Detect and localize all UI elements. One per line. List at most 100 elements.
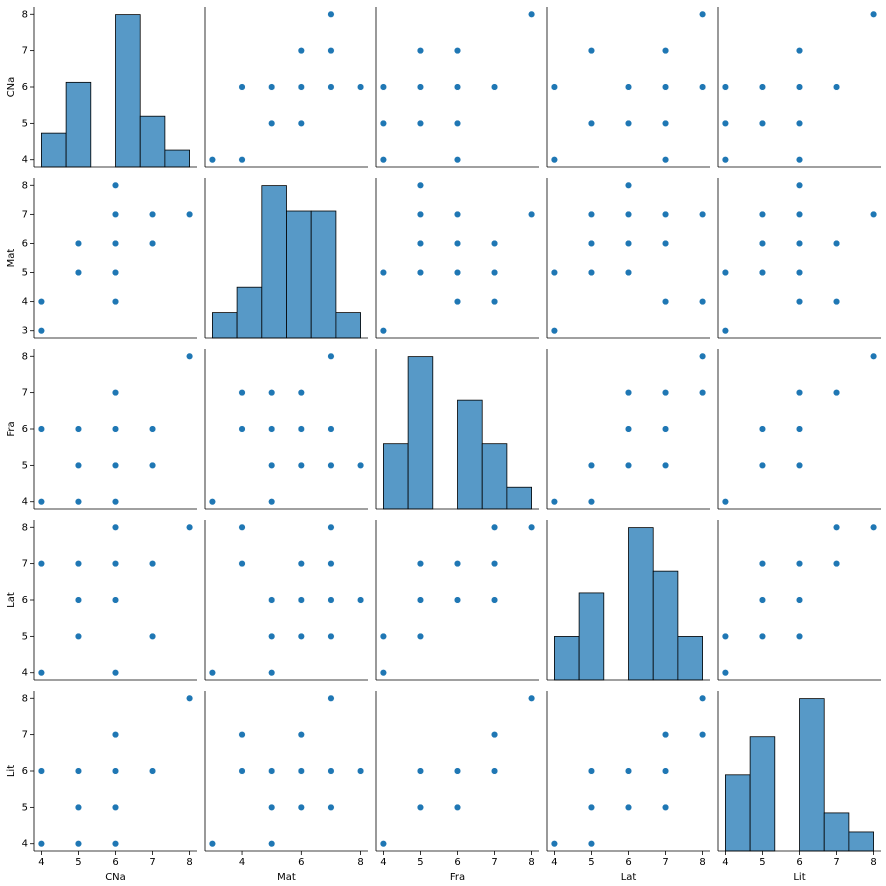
point (74, 767, 83, 775)
hist-bar (115, 14, 141, 168)
point (208, 156, 216, 164)
point (297, 83, 305, 91)
point (795, 119, 804, 127)
point (416, 560, 425, 568)
point (238, 425, 246, 433)
point (297, 767, 305, 775)
y-tick-label: 5 (22, 460, 28, 471)
point (268, 767, 276, 775)
y-tick-label: 7 (22, 46, 28, 57)
point (416, 803, 425, 811)
point (721, 119, 729, 127)
point (699, 83, 707, 91)
hist-bar (286, 210, 312, 339)
point (624, 210, 633, 218)
point (148, 461, 157, 469)
y-tick-label: 5 (22, 631, 28, 642)
y-tick-label: 3 (22, 326, 28, 337)
point (490, 523, 499, 531)
point (111, 239, 120, 248)
point (699, 352, 707, 360)
x-tick-label: 8 (528, 857, 534, 868)
hist-bar (335, 312, 361, 339)
point (528, 10, 536, 18)
point (111, 298, 120, 306)
point (416, 268, 425, 277)
point (661, 389, 670, 397)
point (870, 523, 878, 531)
point (721, 156, 729, 164)
point (490, 83, 499, 91)
point (208, 669, 216, 677)
point (528, 523, 536, 531)
point (268, 83, 276, 91)
point (795, 268, 804, 277)
point (624, 181, 633, 189)
point (661, 767, 670, 775)
point (238, 731, 246, 739)
point (268, 632, 276, 640)
point (327, 461, 335, 469)
hist-bar (481, 443, 508, 510)
y-tick-label: 5 (22, 802, 28, 813)
point (297, 560, 305, 568)
point (758, 461, 767, 469)
point (587, 803, 596, 811)
x-tick-label: 6 (454, 857, 460, 868)
point (587, 268, 596, 277)
point (721, 498, 729, 506)
point (111, 560, 120, 568)
point (661, 298, 670, 306)
x-tick-label: 5 (588, 857, 594, 868)
point (832, 523, 841, 531)
point (208, 840, 216, 848)
hist-bar (578, 592, 605, 681)
point (268, 596, 276, 604)
point (74, 268, 83, 277)
point (795, 560, 804, 568)
point (74, 803, 83, 811)
point (795, 596, 804, 604)
point (208, 498, 216, 506)
point (111, 840, 120, 848)
point (111, 498, 120, 506)
point (186, 352, 194, 360)
hist-bar (236, 286, 263, 339)
point (832, 239, 841, 248)
point (721, 83, 729, 91)
point (699, 389, 707, 397)
point (587, 461, 596, 469)
point (111, 523, 120, 531)
x-tick-label: 7 (662, 857, 668, 868)
point (327, 47, 335, 55)
point (379, 119, 387, 127)
y-tick-label: 4 (22, 497, 28, 508)
y-tick-label: 4 (22, 297, 28, 308)
point (758, 119, 767, 127)
point (624, 767, 633, 775)
point (624, 119, 633, 127)
y-tick-label: 4 (22, 668, 28, 679)
point (37, 298, 45, 306)
point (699, 210, 707, 218)
y-tick-label: 7 (22, 388, 28, 399)
y-tick-label: 8 (22, 9, 28, 20)
point (699, 694, 707, 702)
point (111, 669, 120, 677)
point (148, 425, 157, 433)
point (379, 632, 387, 640)
y-tick-label: 7 (22, 730, 28, 741)
point (832, 83, 841, 91)
x-axis-label: Fra (450, 872, 465, 883)
point (699, 10, 707, 18)
hist-bar (139, 115, 166, 168)
point (327, 523, 335, 531)
point (37, 840, 45, 848)
point (357, 83, 365, 91)
point (148, 239, 157, 248)
point (111, 767, 120, 775)
point (357, 767, 365, 775)
point (268, 389, 276, 397)
point (74, 461, 83, 469)
point (111, 461, 120, 469)
